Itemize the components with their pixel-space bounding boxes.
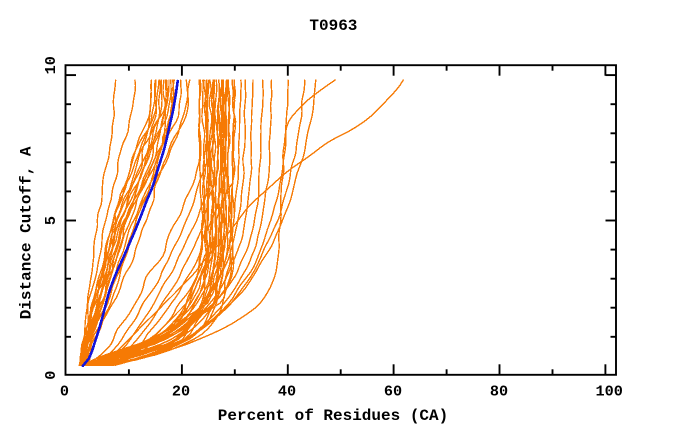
svg-text:80: 80: [490, 383, 508, 401]
svg-text:5: 5: [42, 216, 60, 225]
svg-text:T0963: T0963: [309, 17, 357, 35]
svg-text:20: 20: [172, 383, 190, 401]
svg-text:60: 60: [384, 383, 402, 401]
svg-text:0: 0: [60, 383, 69, 401]
svg-text:Percent of Residues (CA): Percent of Residues (CA): [218, 407, 448, 425]
svg-text:10: 10: [42, 56, 60, 74]
svg-text:Distance Cutoff, A: Distance Cutoff, A: [18, 146, 36, 319]
svg-text:0: 0: [42, 371, 60, 380]
svg-text:40: 40: [278, 383, 296, 401]
svg-text:100: 100: [596, 383, 623, 401]
